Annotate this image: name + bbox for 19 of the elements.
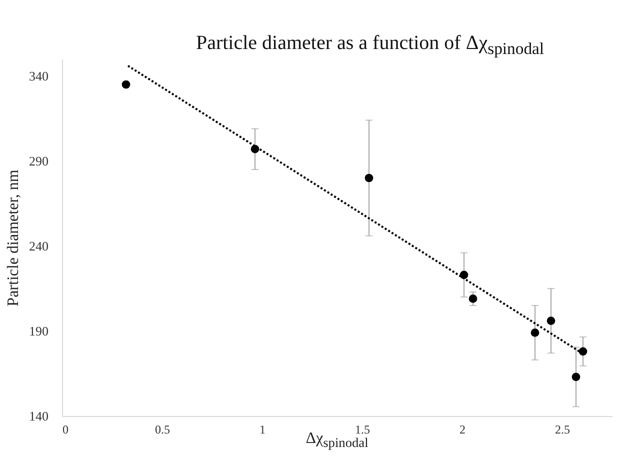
y-axis-title: Particle diameter, nm [5, 169, 22, 306]
y-tick-label: 340 [29, 68, 48, 84]
point [468, 294, 478, 303]
point [122, 80, 130, 89]
point [546, 316, 556, 325]
point [572, 372, 580, 382]
point [530, 328, 540, 337]
x-tick-label: 1 [260, 422, 266, 436]
point [364, 174, 374, 182]
x-tick-label: 0.5 [155, 422, 170, 436]
point [578, 347, 588, 356]
x-tick-label: 2 [460, 422, 466, 436]
chart-title: Particle diameter as a function of Δχ$_{spinodal}$ [194, 32, 546, 59]
x-tick-label: 0 [62, 422, 68, 436]
x-tick-label: 2.5 [555, 422, 570, 436]
y-tick-label: 190 [29, 324, 48, 338]
y-tick-label: 140 [29, 408, 48, 424]
y-tick-label: 240 [29, 238, 48, 254]
y-tick-label: 290 [29, 154, 48, 168]
